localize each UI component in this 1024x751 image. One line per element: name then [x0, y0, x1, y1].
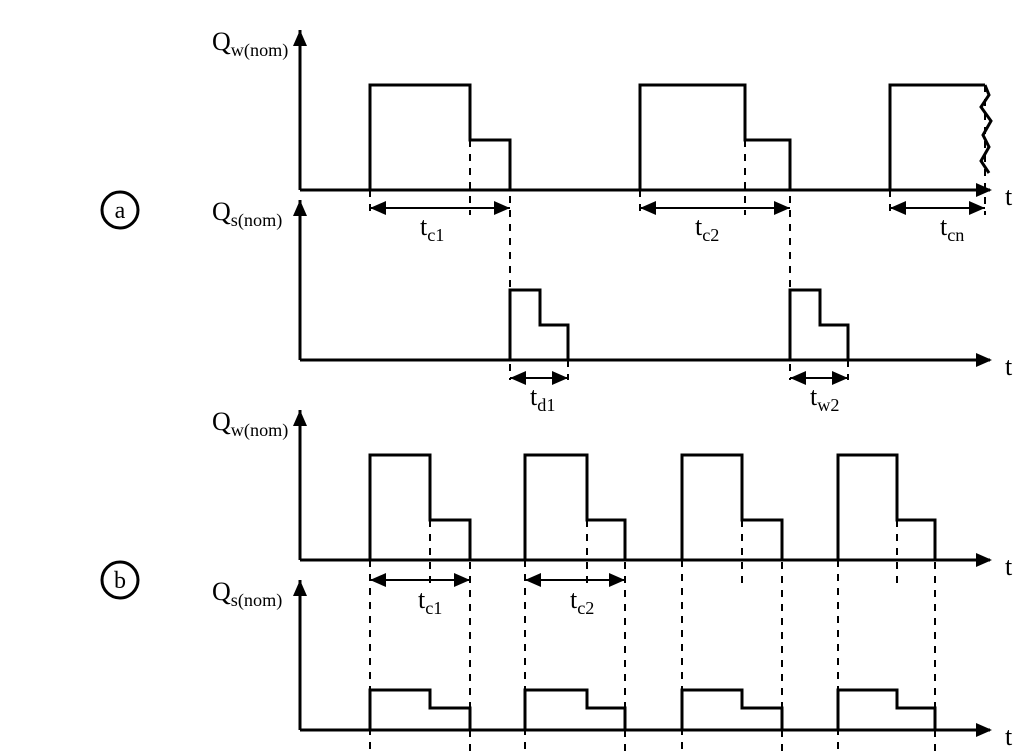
t-label: t: [1005, 182, 1013, 211]
panel-letter: a: [115, 198, 126, 224]
t-label: t: [1005, 352, 1013, 381]
panel-letter: b: [114, 568, 126, 594]
timing-diagram: tc1tc2tcntd1tw2tc1tc2Qw(nom)Qs(nom)Qw(no…: [0, 0, 1024, 751]
t-label: t: [1005, 722, 1013, 751]
t-label: t: [1005, 552, 1013, 581]
bg: [0, 0, 1024, 751]
